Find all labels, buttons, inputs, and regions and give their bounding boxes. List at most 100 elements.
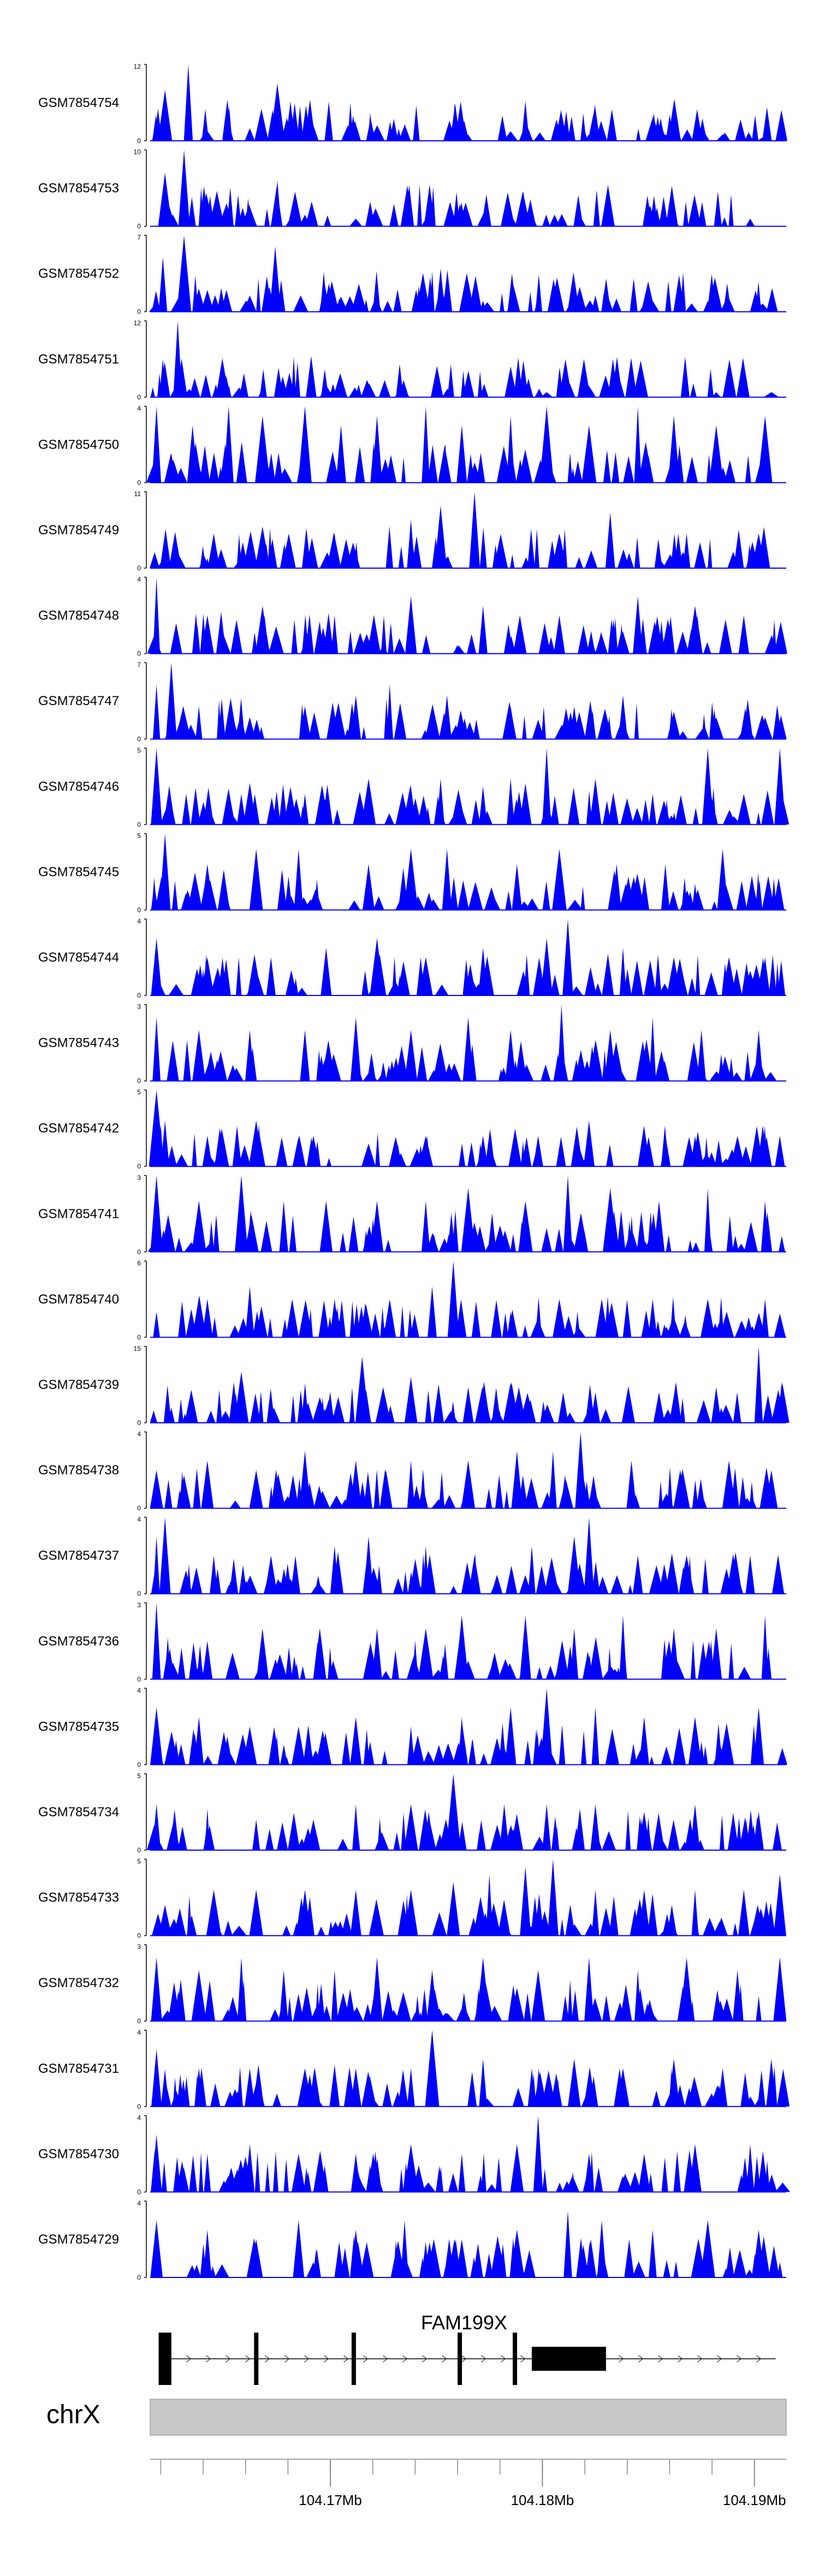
coverage-peak: [668, 415, 680, 483]
track-ymax-label: 4: [137, 1516, 141, 1523]
coverage-peak: [192, 1201, 206, 1252]
coverage-spike: [607, 716, 612, 740]
coverage-spike: [607, 1648, 612, 1679]
coverage-spike: [601, 293, 606, 312]
track-ymin-label: 0: [137, 2103, 141, 2110]
coverage-spike: [682, 1315, 689, 1338]
coverage-peak: [173, 320, 182, 397]
coverage-peak: [363, 864, 375, 910]
coverage-spike: [676, 631, 689, 654]
coverage-spike: [622, 876, 634, 910]
coverage-spike: [211, 1317, 218, 1338]
coverage-spike: [179, 2167, 189, 2192]
coverage-spike: [756, 1996, 762, 2022]
track-ymin-label: 0: [137, 223, 141, 230]
coverage-spike: [654, 539, 662, 568]
coverage-spike: [703, 642, 711, 654]
coverage-spike: [631, 961, 643, 995]
coverage-spike: [385, 1065, 393, 1081]
coverage-spike: [606, 1144, 614, 1167]
coverage-spike: [687, 1240, 693, 1252]
coverage-peak: [405, 1030, 418, 1081]
chromosome-ideogram: chrX: [46, 2399, 787, 2436]
coverage-spike: [193, 1469, 201, 1508]
strand-arrow: [206, 2355, 211, 2363]
coverage-peak: [535, 295, 542, 312]
coverage-spike: [378, 458, 393, 483]
track-GSM7854747: GSM7854747 7 0: [38, 661, 787, 743]
coverage-spike: [762, 107, 772, 141]
coverage-spike: [625, 806, 633, 825]
coverage-spike: [673, 2261, 679, 2277]
track-ymax-label: 4: [137, 576, 141, 583]
coverage-spike: [397, 2070, 408, 2107]
coverage-peak: [212, 384, 219, 397]
coverage-peak: [711, 392, 721, 397]
coverage-peak: [759, 957, 770, 995]
coverage-spike: [216, 635, 231, 654]
coverage-spike: [508, 1985, 519, 2022]
coverage-spike: [210, 2083, 221, 2107]
coverage-spike: [206, 1410, 216, 1423]
coverage-spike: [733, 1392, 741, 1423]
coverage-spike: [433, 1384, 444, 1423]
coverage-spike: [321, 1040, 336, 1081]
coverage-spike: [600, 1907, 613, 1936]
coverage-peak: [242, 211, 258, 226]
coverage-spike: [343, 296, 357, 312]
coverage-spike: [649, 1565, 664, 1594]
coverage-spike: [550, 974, 560, 995]
coverage-spike: [491, 1388, 501, 1423]
coverage-spike: [578, 625, 590, 654]
coverage-peak: [400, 133, 410, 141]
gene-exon: [513, 2333, 518, 2385]
coverage-spike: [160, 2010, 175, 2022]
coverage-spike: [647, 1211, 654, 1252]
coverage-peak: [400, 2220, 409, 2277]
coverage-spike: [481, 2153, 486, 2192]
coverage-spike: [305, 201, 318, 226]
coverage-spike: [491, 1300, 502, 1338]
coverage-peak: [591, 295, 600, 312]
coverage-spike: [378, 380, 391, 397]
coverage-spike: [486, 1662, 500, 1679]
coverage-peak: [649, 2229, 657, 2277]
coverage-spike: [589, 711, 596, 740]
coverage-spike: [268, 626, 284, 654]
coverage-spike: [536, 1565, 548, 1594]
coverage-peak: [255, 415, 270, 483]
coverage-spike: [417, 796, 430, 825]
coverage-spike: [722, 359, 737, 397]
coverage-spike: [663, 2260, 670, 2277]
coverage-spike: [623, 456, 634, 483]
coverage-spike: [754, 2097, 765, 2107]
coverage-spike: [577, 218, 586, 226]
coverage-spike: [698, 1642, 709, 1679]
coverage-spike: [425, 297, 434, 312]
coverage-peak: [235, 1175, 248, 1252]
coverage-spike: [658, 621, 665, 654]
coverage-spike: [385, 526, 393, 568]
coverage-peak: [195, 706, 203, 740]
coverage-spike: [524, 1740, 531, 1765]
track-label: GSM7854732: [38, 1976, 119, 1990]
coverage-spike: [573, 1213, 589, 1252]
coverage-spike: [605, 1728, 619, 1765]
track-label: GSM7854741: [38, 1207, 119, 1221]
coverage-spike: [435, 984, 449, 995]
coverage-peak: [518, 1201, 533, 1252]
coverage-peak: [204, 2154, 211, 2192]
coverage-spike: [769, 955, 777, 995]
coverage-spike: [375, 1132, 380, 1167]
strand-arrow: [442, 2355, 447, 2363]
coverage-spike: [409, 1559, 422, 1594]
coverage-spike: [507, 273, 517, 312]
coverage-peak: [632, 1555, 643, 1594]
coverage-spike: [657, 216, 664, 226]
track-ymin-label: 0: [137, 2188, 141, 2196]
coverage-peak: [150, 1707, 163, 1765]
coverage-spike: [382, 1751, 388, 1765]
coverage-spike: [736, 1243, 746, 1252]
track-ymax-label: 4: [137, 917, 141, 925]
coverage-peak: [395, 392, 402, 397]
